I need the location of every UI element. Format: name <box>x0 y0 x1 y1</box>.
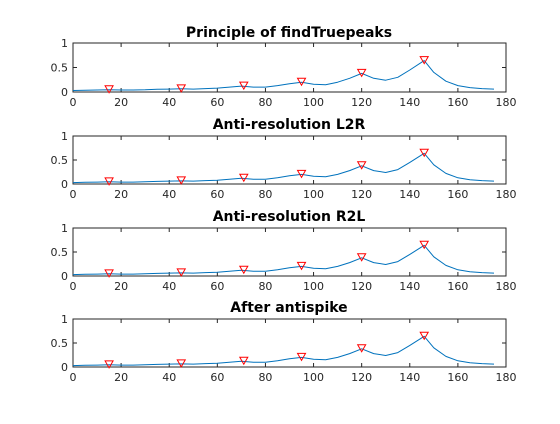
x-tick-label: 20 <box>114 280 128 293</box>
x-tick-label: 80 <box>258 280 272 293</box>
x-tick-label: 180 <box>496 96 517 109</box>
peak-marker <box>419 331 430 341</box>
subplot-1: Principle of findTruepeaks 0 20 40 60 80 100 1… <box>51 25 517 109</box>
subplot-title: Principle of findTruepeaks <box>186 25 392 41</box>
x-tick-label: 80 <box>258 96 272 109</box>
x-tick-label: 60 <box>210 188 224 201</box>
y-tick-label: 0.5 <box>51 337 69 350</box>
peak-marker <box>176 84 187 93</box>
x-tick-label: 20 <box>114 96 128 109</box>
x-tick-label: 180 <box>496 188 517 201</box>
peak-marker <box>238 81 249 91</box>
peak-marker <box>356 344 367 353</box>
x-tick-label: 0 <box>70 280 77 293</box>
peak-marker <box>238 265 249 275</box>
peak-marker <box>104 85 114 94</box>
x-tick-label: 60 <box>210 96 224 109</box>
x-tick-label: 140 <box>399 280 420 293</box>
peak-marker <box>104 269 114 278</box>
y-tick-label: 0.5 <box>51 62 69 75</box>
x-tick-label: 0 <box>70 188 77 201</box>
x-tick-label: 160 <box>447 371 468 384</box>
y-tick-label: 1 <box>61 313 68 326</box>
x-tick-label: 140 <box>399 96 420 109</box>
peak-marker <box>176 176 187 185</box>
subplot-title: Anti-resolution R2L <box>213 209 366 225</box>
y-tick-label: 0 <box>61 178 68 191</box>
x-tick-label: 80 <box>258 371 272 384</box>
peak-marker <box>176 268 187 277</box>
x-tick-label: 120 <box>351 96 372 109</box>
peak-marker <box>419 240 430 250</box>
peak-marker <box>104 177 114 186</box>
subplot-3: Anti-resolution R2L 0 20 40 60 80 100 120 140 16… <box>51 209 517 293</box>
peak-marker <box>238 173 249 183</box>
y-tick-label: 0.5 <box>51 246 69 259</box>
y-tick-label: 0 <box>61 270 68 283</box>
series-line <box>72 152 495 184</box>
peak-marker <box>238 356 249 366</box>
x-tick-label: 140 <box>399 188 420 201</box>
peak-marker <box>356 68 367 78</box>
series-line <box>72 60 495 91</box>
x-tick-label: 0 <box>70 371 77 384</box>
x-tick-label: 160 <box>447 280 468 293</box>
x-tick-label: 100 <box>303 280 324 293</box>
y-tick-label: 0 <box>61 86 68 99</box>
y-tick-label: 1 <box>61 222 68 235</box>
peak-marker <box>356 161 367 170</box>
plot-area: 0 20 40 60 80 100 120 140 160 180 0 0.5 1 <box>51 130 517 201</box>
peak-marker <box>296 169 307 179</box>
plot-area: 0 20 40 60 80 100 120 140 160 180 0 0.5 1 <box>51 37 517 109</box>
peak-marker <box>296 352 307 362</box>
x-tick-label: 40 <box>162 96 176 109</box>
peak-marker <box>104 360 114 369</box>
y-tick-label: 0.5 <box>51 154 69 167</box>
peak-marker <box>356 253 367 262</box>
x-tick-label: 120 <box>351 188 372 201</box>
peak-marker <box>176 359 187 368</box>
x-tick-label: 180 <box>496 371 517 384</box>
x-tick-label: 60 <box>210 280 224 293</box>
subplot-title: After antispike <box>230 300 347 316</box>
peak-marker <box>419 56 430 65</box>
subplot-2: Anti-resolution L2R 0 20 40 60 80 100 120 140 16… <box>51 117 517 201</box>
x-tick-label: 100 <box>303 96 324 109</box>
plot-area: 0 20 40 60 80 100 120 140 160 180 0 0.5 1 <box>51 313 517 384</box>
peak-marker <box>419 148 430 158</box>
subplot-4: After antispike 0 20 40 60 80 100 120 140 160 180… <box>51 300 517 384</box>
y-tick-label: 1 <box>61 130 68 143</box>
x-tick-label: 140 <box>399 371 420 384</box>
x-tick-label: 100 <box>303 188 324 201</box>
x-tick-label: 160 <box>447 188 468 201</box>
series-line <box>72 244 495 276</box>
subplot-title: Anti-resolution L2R <box>213 117 366 133</box>
x-tick-label: 40 <box>162 280 176 293</box>
x-tick-label: 160 <box>447 96 468 109</box>
x-tick-label: 40 <box>162 371 176 384</box>
x-tick-label: 40 <box>162 188 176 201</box>
x-tick-label: 60 <box>210 371 224 384</box>
y-tick-label: 0 <box>61 361 68 374</box>
x-tick-label: 120 <box>351 280 372 293</box>
plot-area: 0 20 40 60 80 100 120 140 160 180 0 0.5 1 <box>51 222 517 293</box>
x-tick-label: 180 <box>496 280 517 293</box>
x-tick-label: 0 <box>70 96 77 109</box>
y-tick-label: 1 <box>61 37 68 50</box>
x-tick-label: 20 <box>114 371 128 384</box>
x-tick-label: 80 <box>258 188 272 201</box>
x-tick-label: 20 <box>114 188 128 201</box>
x-tick-label: 120 <box>351 371 372 384</box>
peak-marker <box>296 77 307 87</box>
series-line <box>72 335 495 367</box>
peak-marker <box>296 261 307 271</box>
x-tick-label: 100 <box>303 371 324 384</box>
